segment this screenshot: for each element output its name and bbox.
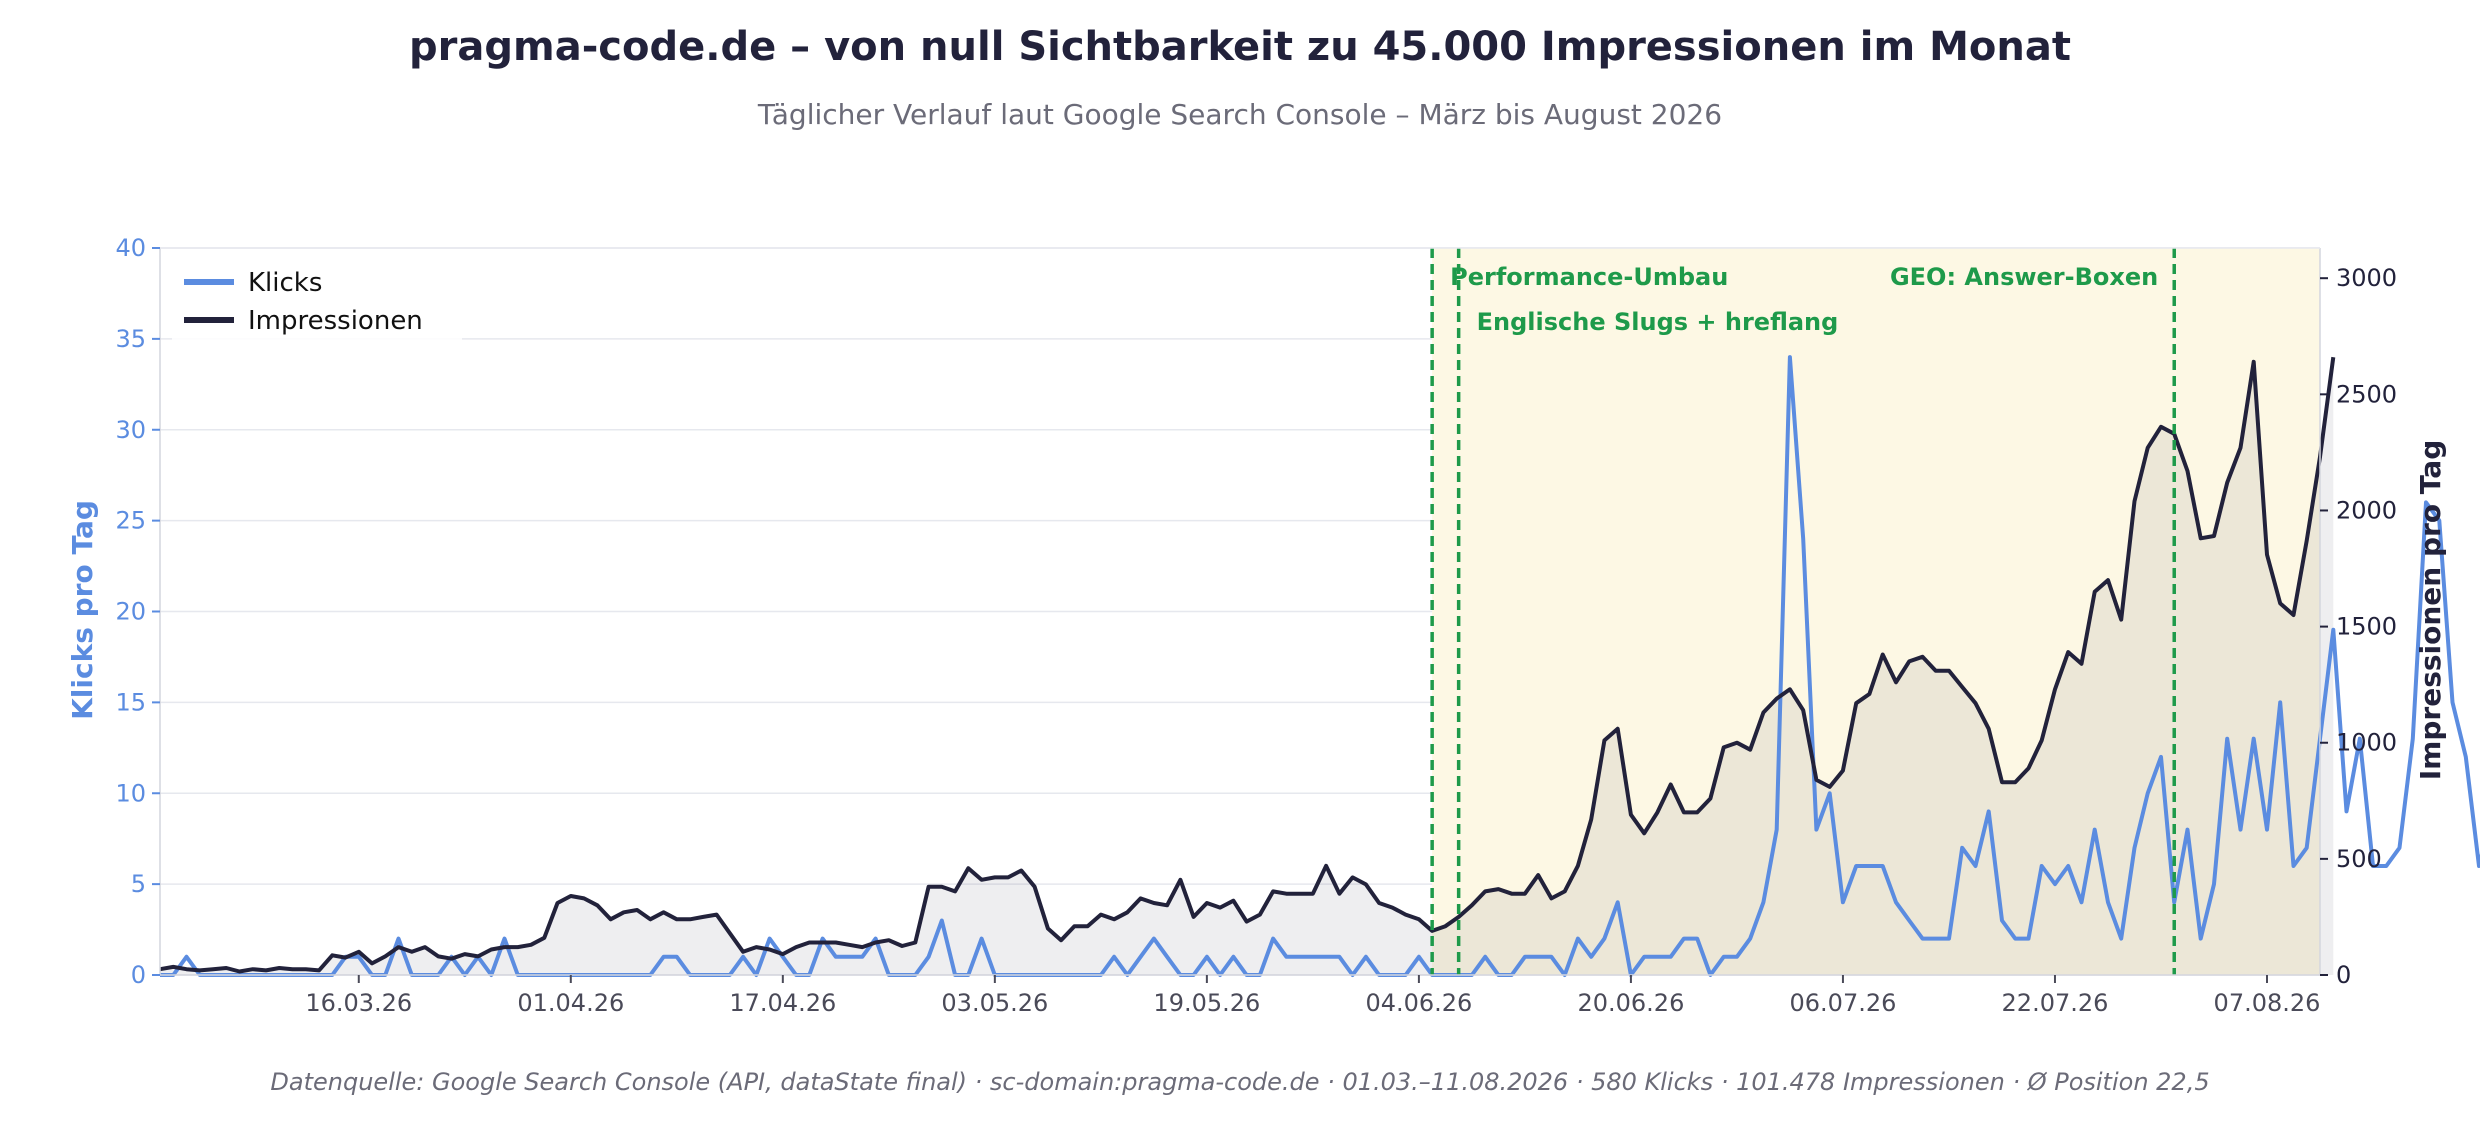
x-tick-label: 03.05.26 xyxy=(941,989,1048,1017)
x-tick-label: 07.08.26 xyxy=(2214,989,2321,1017)
marker-label-3: GEO: Answer-Boxen xyxy=(1890,263,2158,291)
y-right-tick-label: 1000 xyxy=(2336,729,2397,757)
legend: Klicks Impressionen xyxy=(172,258,462,350)
y-left-tick-label: 10 xyxy=(115,779,146,807)
y-right-tick-label: 0 xyxy=(2336,961,2351,989)
legend-background xyxy=(172,258,462,350)
x-tick-label: 01.04.26 xyxy=(517,989,624,1017)
x-tick-label: 17.04.26 xyxy=(729,989,836,1017)
y-left-tick-label: 35 xyxy=(115,325,146,353)
x-tick-label: 19.05.26 xyxy=(1153,989,1260,1017)
y-left-tick-label: 5 xyxy=(131,870,146,898)
series-impressions-area xyxy=(160,357,2334,975)
axes: 0 5 10 15 20 25 30 35 40 0 500 1000 1500 2000 2500 3000… xyxy=(115,234,2397,1017)
y-right-tick-label: 3000 xyxy=(2336,264,2397,292)
y-right-tick-label: 1500 xyxy=(2336,613,2397,641)
chart-title: pragma-code.de – von null Sichtbarkeit z… xyxy=(409,24,2071,70)
y-right-tick-label: 2500 xyxy=(2336,380,2397,408)
y-right-tick-label: 2000 xyxy=(2336,496,2397,524)
y-axis-right-label: Impressionen pro Tag xyxy=(2414,440,2447,780)
event-markers: Performance-Umbau Englische Slugs + hrefl… xyxy=(1430,248,2176,975)
x-tick-label: 16.03.26 xyxy=(305,989,412,1017)
legend-label-impressions: Impressionen xyxy=(248,306,423,336)
x-tick-label: 20.06.26 xyxy=(1577,989,1684,1017)
y-left-tick-label: 30 xyxy=(115,416,146,444)
x-tick-label: 04.06.26 xyxy=(1365,989,1472,1017)
x-tick-label: 06.07.26 xyxy=(1790,989,1897,1017)
marker-label-2: Englische Slugs + hreflang xyxy=(1477,308,1839,336)
legend-label-clicks: Klicks xyxy=(248,268,322,298)
footer-source: Datenquelle: Google Search Console (API,… xyxy=(270,1068,2209,1096)
y-right-tick-label: 500 xyxy=(2336,845,2382,873)
y-left-tick-label: 20 xyxy=(115,598,146,626)
x-tick-label: 22.07.26 xyxy=(2002,989,2109,1017)
chart-subtitle: Täglicher Verlauf laut Google Search Con… xyxy=(757,98,1722,131)
y-left-tick-label: 0 xyxy=(131,961,146,989)
y-left-tick-label: 40 xyxy=(115,234,146,262)
y-axis-left-label: Klicks pro Tag xyxy=(66,500,99,720)
series-impressions-line xyxy=(159,356,2336,974)
y-left-tick-label: 15 xyxy=(115,688,146,716)
y-left-tick-label: 25 xyxy=(115,507,146,535)
marker-label-1: Performance-Umbau xyxy=(1450,263,1728,291)
